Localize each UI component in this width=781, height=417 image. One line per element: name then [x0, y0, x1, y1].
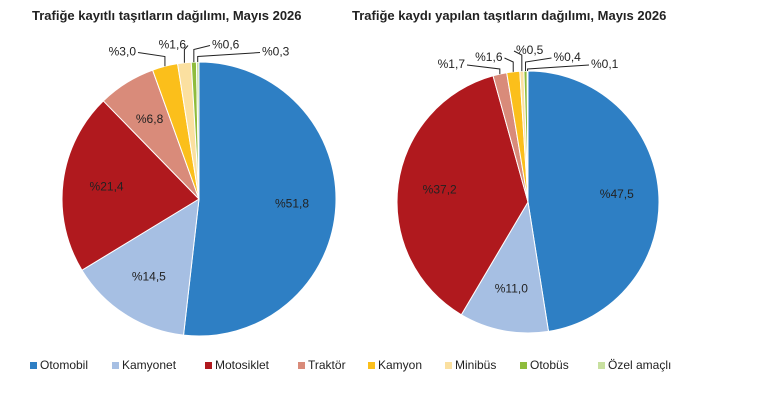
legend-label: Traktör [308, 358, 346, 372]
leader-line [466, 64, 501, 75]
data-label: %1,6 [475, 50, 503, 64]
legend-label: Otobüs [530, 358, 569, 372]
leader-line [504, 57, 514, 72]
pie-slice [61, 100, 200, 271]
legend-marker [112, 362, 119, 369]
data-label: %0,1 [591, 57, 619, 71]
data-label: %6,8 [136, 112, 164, 126]
legend-marker [598, 362, 605, 369]
legend-label: Özel amaçlı [608, 358, 671, 372]
pie-slice [182, 61, 337, 337]
leader-line [197, 52, 261, 63]
legend-marker [368, 362, 375, 369]
legend-marker [30, 362, 37, 369]
leader-line [183, 45, 189, 63]
pie-slice [527, 70, 660, 332]
data-label: %1,6 [159, 38, 187, 52]
pie-slice [460, 200, 550, 334]
data-label: %0,3 [262, 45, 290, 59]
leader-line [137, 52, 166, 67]
pie-slice [396, 75, 529, 316]
legend-label: Kamyon [378, 358, 422, 372]
legend-marker [445, 362, 452, 369]
data-label: %21,4 [90, 179, 124, 193]
data-label: %51,8 [275, 196, 309, 210]
legend-marker [205, 362, 212, 369]
legend-label: Otomobil [40, 358, 88, 372]
legend-label: Minibüs [455, 358, 496, 372]
leader-line [193, 45, 211, 63]
legend-marker [520, 362, 527, 369]
data-label: %37,2 [423, 182, 457, 196]
pie-slice [81, 198, 200, 336]
data-label: %1,7 [438, 57, 466, 71]
chart-title: Trafiğe kaydı yapılan taşıtların dağılım… [352, 8, 666, 23]
data-label: %47,5 [600, 187, 634, 201]
leader-line [513, 50, 523, 72]
legend-label: Motosiklet [215, 358, 270, 372]
leader-line [527, 64, 590, 72]
leader-line [525, 57, 552, 72]
data-label: %3,0 [109, 45, 137, 59]
data-label: %11,0 [495, 282, 528, 296]
data-label: %14,5 [132, 270, 166, 284]
legend-marker [298, 362, 305, 369]
data-label: %0,4 [554, 50, 582, 64]
data-label: %0,5 [516, 43, 544, 57]
legend-label: Kamyonet [122, 358, 177, 372]
chart-title: Trafiğe kayıtlı taşıtların dağılımı, May… [32, 8, 302, 23]
data-label: %0,6 [212, 38, 240, 52]
